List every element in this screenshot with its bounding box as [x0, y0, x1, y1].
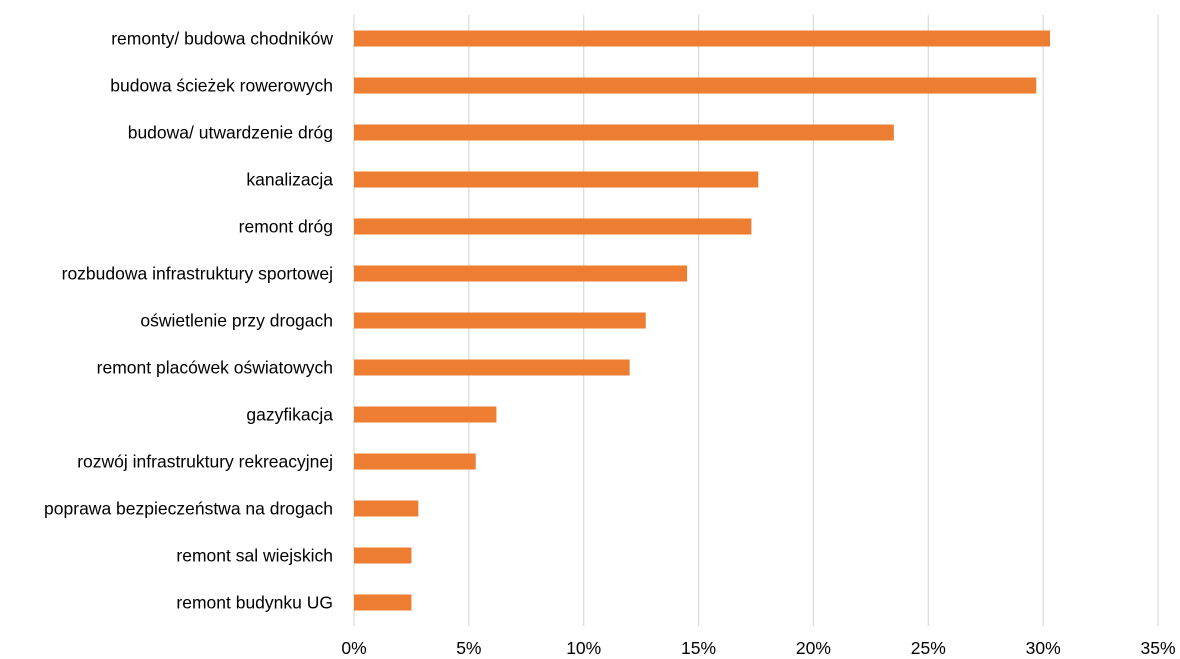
bar — [354, 359, 630, 376]
bar — [354, 30, 1051, 47]
bar — [354, 312, 646, 329]
category-label: rozwój infrastruktury rekreacyjnej — [77, 452, 333, 472]
bar — [354, 77, 1037, 94]
bar — [354, 594, 412, 611]
bar — [354, 406, 497, 423]
category-label: remonty/ budowa chodników — [111, 29, 333, 49]
x-tick-label: 25% — [911, 638, 946, 658]
x-tick-label: 15% — [681, 638, 716, 658]
bar — [354, 265, 688, 282]
category-label: remont budynku UG — [176, 593, 333, 613]
bar — [354, 547, 412, 564]
x-tick-label: 35% — [1140, 638, 1175, 658]
x-tick-label: 0% — [341, 638, 366, 658]
bar — [354, 124, 894, 141]
bar — [354, 500, 419, 517]
category-label: rozbudowa infrastruktury sportowej — [62, 264, 333, 284]
category-label: kanalizacja — [246, 170, 333, 190]
category-label: remont dróg — [239, 217, 333, 237]
x-tick-label: 20% — [796, 638, 831, 658]
category-labels: remonty/ budowa chodników budowa ścieżek … — [44, 29, 333, 613]
bars — [354, 30, 1051, 611]
bar — [354, 453, 476, 470]
category-label: oświetlenie przy drogach — [140, 311, 333, 331]
category-label: gazyfikacja — [246, 405, 333, 425]
bar — [354, 218, 752, 235]
category-label: budowa/ utwardzenie dróg — [128, 123, 333, 143]
category-label: poprawa bezpieczeństwa na drogach — [44, 499, 333, 519]
category-label: remont sal wiejskich — [176, 546, 333, 566]
x-axis-tick-labels: 0% 5% 10% 15% 20% 25% 30% 35% — [341, 638, 1175, 658]
category-label: budowa ścieżek rowerowych — [110, 76, 333, 96]
x-tick-label: 30% — [1026, 638, 1061, 658]
x-tick-label: 10% — [566, 638, 601, 658]
bar — [354, 171, 759, 188]
x-tick-label: 5% — [456, 638, 481, 658]
category-label: remont placówek oświatowych — [97, 358, 333, 378]
